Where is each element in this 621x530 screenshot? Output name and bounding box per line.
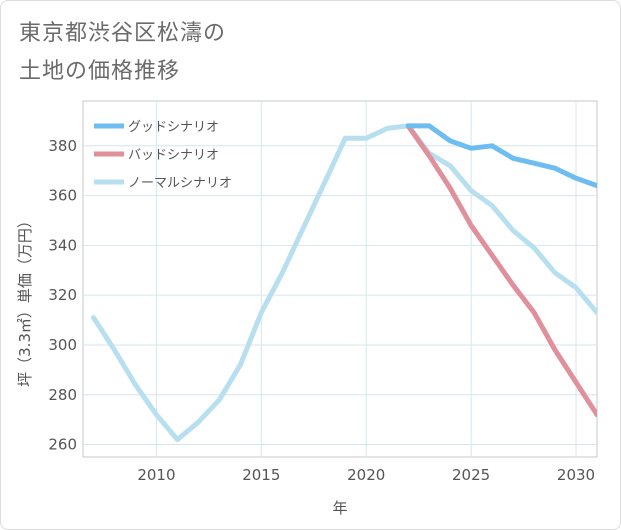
y-tick-label: 280 [48,386,77,404]
y-tick-label: 260 [48,436,77,454]
series-line-2 [91,123,597,443]
legend-label-2: ノーマルシナリオ [128,176,232,191]
y-tick-label: 380 [48,137,77,155]
y-tick-label: 300 [48,336,77,354]
legend-label-1: バッドシナリオ [128,148,219,163]
y-tick-label: 340 [48,236,77,254]
y-tick-labels: 260 280 300 320 340 360 380 [48,137,77,454]
y-tick-label: 320 [48,286,77,304]
x-tick-label: 2010 [137,466,175,484]
x-tick-label: 2020 [347,466,385,484]
x-tick-labels: 2010 2015 2020 2025 2030 [137,466,595,484]
chart-title: 東京都渋谷区松濤の 土地の価格推移 [19,21,227,84]
y-tick-label: 360 [48,187,77,205]
y-axis-label: 坪（3.3㎡）単価（万円） [16,213,34,387]
series-line-1 [405,123,597,418]
series-lines [91,123,597,443]
series-line-0 [405,123,597,189]
x-tick-label: 2025 [452,466,490,484]
x-axis-label: 年 [332,499,347,517]
x-tick-label: 2015 [242,466,280,484]
legend-label-0: グッドシナリオ [128,120,219,135]
x-tick-label: 2030 [557,466,595,484]
